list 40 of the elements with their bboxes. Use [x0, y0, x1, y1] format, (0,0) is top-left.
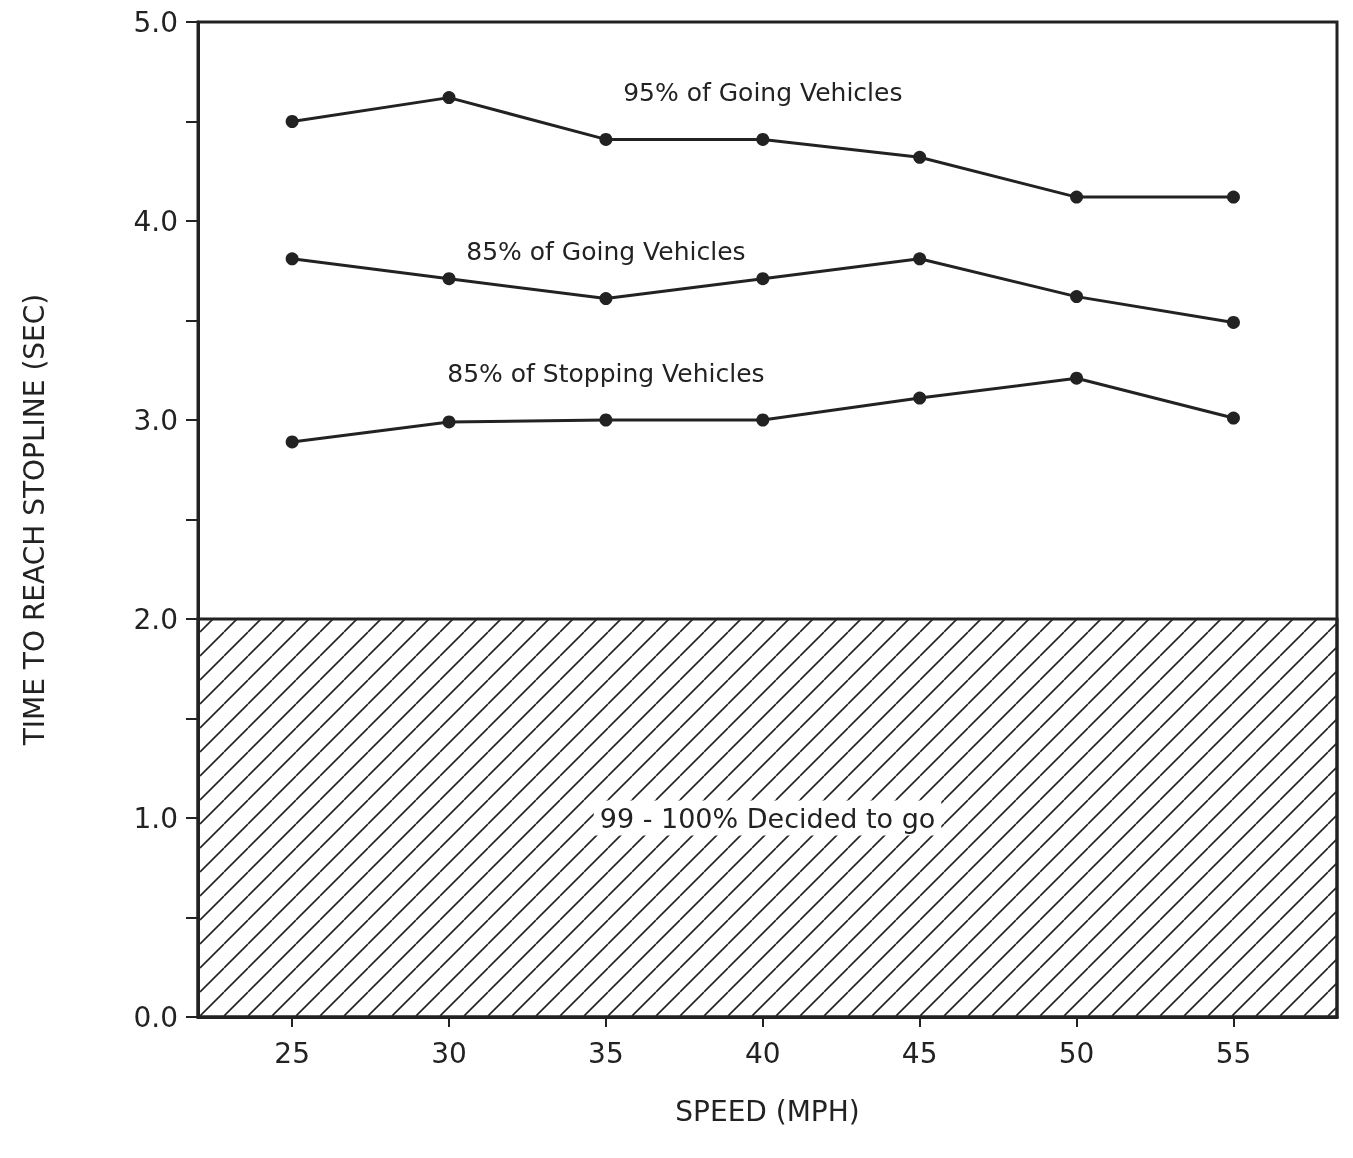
- point: [756, 132, 770, 146]
- point: [1070, 190, 1084, 204]
- point: [599, 132, 613, 146]
- x-tick-label: 25: [274, 1036, 310, 1070]
- series-label: 85% of Stopping Vehicles: [447, 358, 765, 388]
- y-tick-label: 3.0: [133, 403, 178, 437]
- x-tick-label: 45: [901, 1036, 938, 1070]
- series-label: 85% of Going Vehicles: [466, 237, 746, 267]
- point: [599, 413, 613, 427]
- point: [442, 272, 456, 286]
- point: [285, 252, 299, 266]
- x-tick-label: 35: [588, 1036, 624, 1070]
- point: [756, 413, 770, 427]
- y-axis-title: TIME TO REACH STOPLINE (SEC): [17, 293, 51, 747]
- point: [599, 292, 613, 306]
- point: [285, 435, 299, 449]
- x-tick-label: 40: [744, 1036, 781, 1070]
- series-label: 95% of Going Vehicles: [623, 77, 903, 107]
- point: [285, 115, 299, 128]
- point: [1226, 190, 1240, 204]
- point: [913, 150, 927, 164]
- y-tick-label: 1.0: [133, 801, 178, 835]
- point: [756, 272, 770, 286]
- x-tick-label: 50: [1058, 1036, 1095, 1070]
- point: [1226, 315, 1240, 329]
- band-label: 99 - 100% Decided to go: [599, 802, 936, 834]
- y-tick-label: 2.0: [133, 602, 178, 636]
- x-tick-label: 30: [431, 1036, 467, 1070]
- point: [1070, 290, 1084, 304]
- y-tick-label: 0.0: [133, 1000, 178, 1034]
- point: [442, 91, 456, 105]
- point: [442, 415, 456, 429]
- point: [1070, 371, 1084, 385]
- point: [913, 252, 927, 266]
- y-tick-label: 4.0: [133, 204, 178, 238]
- y-tick-label: 5.0: [133, 5, 178, 39]
- x-axis-title: SPEED (MPH): [675, 1094, 860, 1128]
- point: [913, 391, 927, 405]
- point: [1226, 411, 1240, 425]
- x-tick-label: 55: [1215, 1036, 1252, 1070]
